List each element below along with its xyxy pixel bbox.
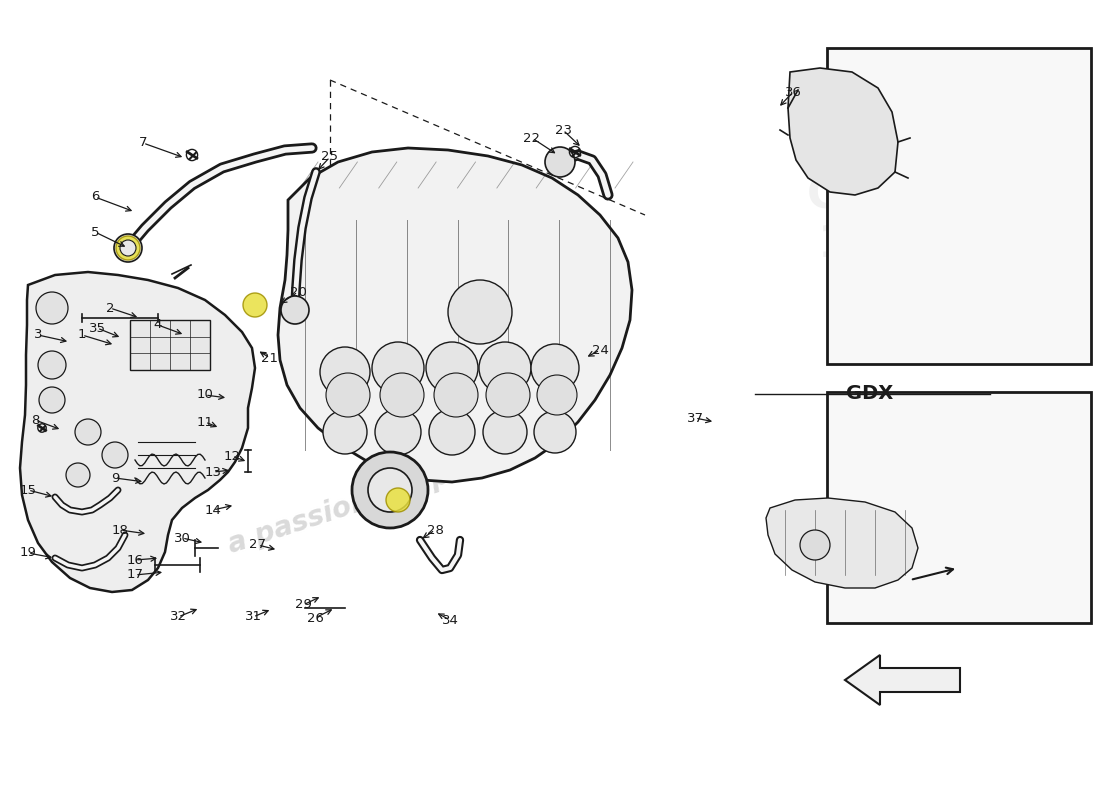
Text: 2: 2	[106, 302, 114, 314]
Text: 32: 32	[169, 610, 187, 623]
Bar	[827, 48, 1091, 364]
Circle shape	[243, 293, 267, 317]
Circle shape	[426, 342, 478, 394]
Text: 4: 4	[154, 318, 162, 331]
Polygon shape	[20, 272, 255, 592]
Text: 36: 36	[784, 86, 802, 98]
Text: 11: 11	[197, 415, 213, 429]
Text: 12: 12	[223, 450, 241, 462]
Polygon shape	[278, 148, 632, 482]
Circle shape	[326, 373, 370, 417]
Circle shape	[323, 410, 367, 454]
Circle shape	[75, 419, 101, 445]
Text: 31: 31	[244, 610, 262, 623]
Circle shape	[116, 236, 140, 260]
Text: 17: 17	[126, 569, 143, 582]
Text: 29: 29	[295, 598, 311, 611]
Circle shape	[379, 373, 424, 417]
Text: 1: 1	[78, 329, 86, 342]
Text: 21: 21	[262, 351, 278, 365]
Text: 24: 24	[592, 343, 608, 357]
Text: 7: 7	[139, 137, 147, 150]
Circle shape	[531, 344, 579, 392]
Circle shape	[478, 342, 531, 394]
Text: 5: 5	[90, 226, 99, 238]
Circle shape	[386, 488, 410, 512]
Text: GDX: GDX	[846, 384, 893, 403]
Text: 34: 34	[441, 614, 459, 626]
Circle shape	[39, 351, 66, 379]
Polygon shape	[766, 498, 918, 588]
Text: 3: 3	[34, 329, 42, 342]
Text: Ghibli
1385: Ghibli 1385	[807, 174, 953, 266]
Text: 8: 8	[31, 414, 40, 426]
Circle shape	[372, 342, 424, 394]
Circle shape	[448, 280, 512, 344]
Circle shape	[483, 410, 527, 454]
Circle shape	[800, 530, 830, 560]
Circle shape	[320, 347, 370, 397]
Text: 27: 27	[250, 538, 266, 551]
Text: 13: 13	[205, 466, 221, 478]
Circle shape	[486, 373, 530, 417]
Circle shape	[280, 296, 309, 324]
Circle shape	[375, 409, 421, 455]
Text: 22: 22	[524, 131, 540, 145]
Circle shape	[66, 463, 90, 487]
Text: 14: 14	[205, 503, 221, 517]
Circle shape	[36, 292, 68, 324]
Text: 10: 10	[197, 389, 213, 402]
Text: 9: 9	[111, 471, 119, 485]
Text: 26: 26	[307, 611, 323, 625]
Polygon shape	[845, 655, 960, 705]
Text: 15: 15	[20, 483, 36, 497]
Polygon shape	[788, 68, 898, 195]
Text: 16: 16	[126, 554, 143, 566]
Bar	[827, 392, 1091, 623]
Text: 20: 20	[289, 286, 307, 298]
Circle shape	[102, 442, 128, 468]
Text: 37: 37	[686, 411, 704, 425]
Text: 25: 25	[321, 150, 339, 163]
Circle shape	[537, 375, 578, 415]
Circle shape	[114, 234, 142, 262]
Text: a passion for parts inc.: a passion for parts inc.	[224, 421, 575, 559]
Text: 18: 18	[111, 523, 129, 537]
Circle shape	[368, 468, 412, 512]
Bar	[130, 320, 210, 370]
Text: 28: 28	[427, 523, 443, 537]
Text: 35: 35	[88, 322, 106, 334]
Text: 30: 30	[174, 531, 190, 545]
Text: 23: 23	[554, 123, 572, 137]
Circle shape	[39, 387, 65, 413]
Circle shape	[120, 240, 136, 256]
Circle shape	[544, 147, 575, 177]
Circle shape	[534, 411, 576, 453]
Text: 19: 19	[20, 546, 36, 559]
Text: 6: 6	[91, 190, 99, 203]
Circle shape	[434, 373, 478, 417]
Circle shape	[429, 409, 475, 455]
Circle shape	[352, 452, 428, 528]
